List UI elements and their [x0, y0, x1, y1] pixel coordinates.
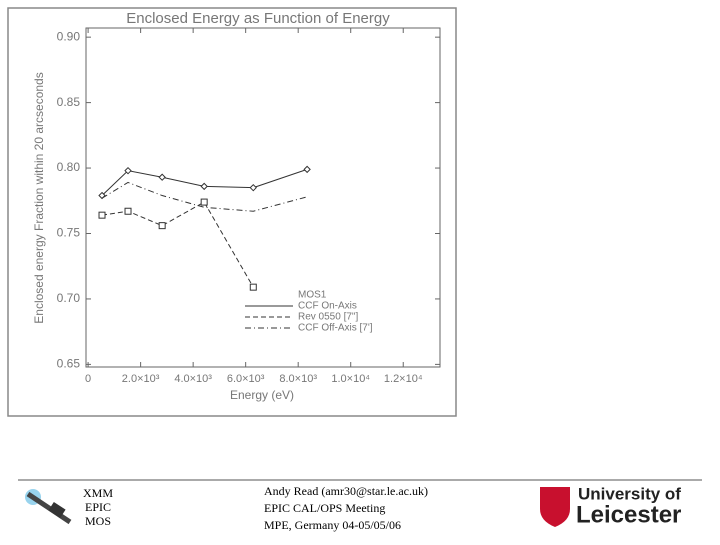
marker	[303, 165, 311, 174]
series-line	[101, 181, 308, 212]
x-axis-label: Energy (eV)	[230, 388, 294, 402]
legend-label: CCF Off-Axis [7']	[298, 323, 373, 334]
footer-text: MPE, Germany 04-05/05/06	[264, 518, 401, 532]
x-tick-label: 1.0×10⁴	[331, 373, 370, 385]
university-name: University of	[578, 484, 681, 503]
footer-text: Andy Read (amr30@star.le.ac.uk)	[264, 484, 428, 498]
marker	[200, 182, 208, 191]
x-tick-label: 4.0×10³	[174, 373, 212, 385]
marker	[98, 191, 106, 200]
leicester-crest	[540, 487, 570, 527]
legend-label: CCF On-Axis	[298, 301, 357, 312]
series-line	[101, 201, 254, 288]
legend-title: MOS1	[298, 290, 327, 301]
marker	[98, 211, 106, 219]
y-tick-label: 0.80	[57, 160, 81, 174]
x-tick-label: 1.2×10⁴	[384, 373, 423, 385]
x-tick-label: 8.0×10³	[279, 373, 317, 385]
y-tick-label: 0.65	[57, 357, 81, 371]
logo-text: MOS	[85, 514, 111, 528]
marker	[158, 222, 166, 230]
plot-frame	[85, 27, 441, 368]
marker	[249, 283, 257, 291]
y-tick-label: 0.75	[57, 226, 81, 240]
university-name: Leicester	[576, 501, 681, 528]
y-axis-label: Enclosed energy Fraction within 20 arcse…	[32, 72, 46, 323]
footer-text: EPIC CAL/OPS Meeting	[264, 501, 385, 515]
marker	[249, 183, 257, 192]
y-tick-label: 0.70	[57, 291, 81, 305]
x-tick-label: 0	[85, 373, 91, 385]
chart-frame	[7, 7, 457, 417]
legend-label: Rev 0550 [7"]	[298, 312, 358, 323]
series-line	[101, 168, 308, 196]
marker	[124, 207, 132, 215]
logo-text: XMM	[83, 486, 113, 500]
xmm-logo	[25, 489, 72, 525]
y-tick-label: 0.85	[57, 95, 81, 109]
marker	[200, 198, 208, 206]
logo-text: EPIC	[85, 500, 111, 514]
chart-title: Enclosed Energy as Function of Energy	[126, 10, 390, 27]
x-tick-label: 2.0×10³	[122, 373, 160, 385]
marker	[124, 166, 132, 175]
marker	[158, 173, 166, 181]
y-tick-label: 0.90	[57, 29, 81, 43]
x-tick-label: 6.0×10³	[227, 373, 265, 385]
